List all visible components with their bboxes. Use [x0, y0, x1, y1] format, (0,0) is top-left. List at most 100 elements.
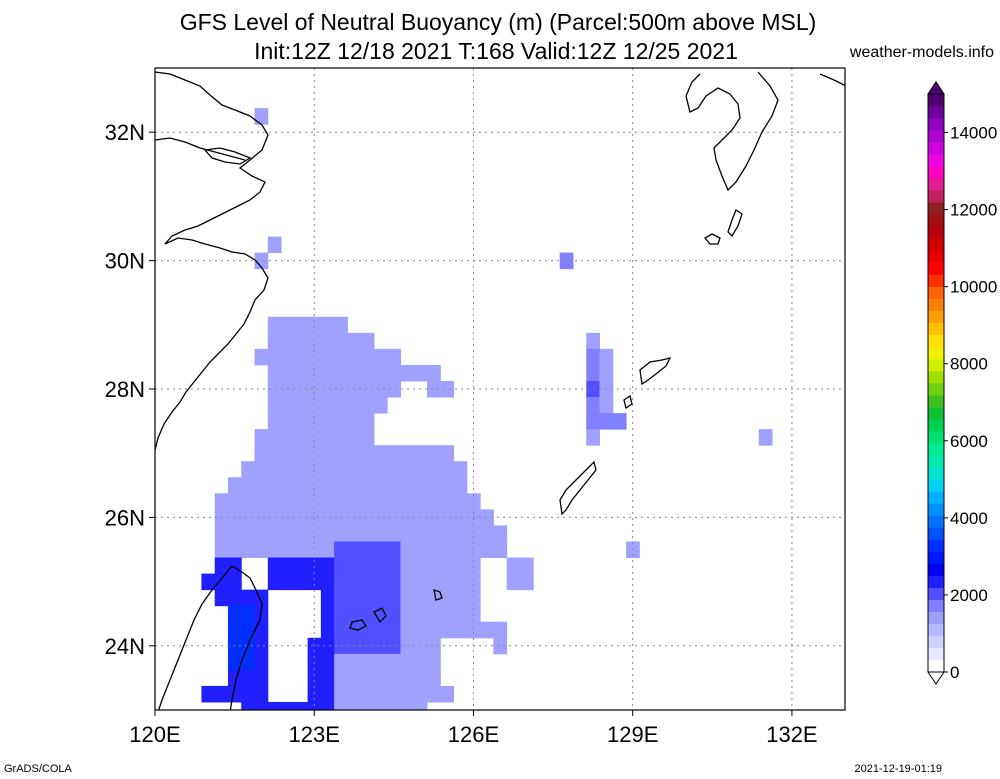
lnb-blob-cell	[427, 477, 441, 494]
lnb-blob-cell	[214, 541, 229, 559]
lnb-cell	[586, 429, 601, 446]
colorbar-label: 12000	[950, 201, 997, 220]
lnb-cell	[267, 236, 282, 254]
lnb-blob-cell	[267, 445, 282, 462]
lnb-blob-cell	[347, 573, 362, 591]
lnb-blob-cell	[201, 685, 216, 703]
lnb-blob-cell	[267, 557, 282, 575]
lnb-blob-cell	[281, 348, 295, 366]
lnb-blob-cell	[440, 573, 455, 591]
lnb-blob-cell	[400, 493, 415, 510]
lnb-blob-cell	[241, 669, 256, 687]
lnb-blob-cell	[519, 573, 534, 591]
lnb-blob-cell	[294, 332, 309, 350]
lnb-blob-cell	[400, 701, 415, 710]
lnb-blob-cell	[334, 461, 348, 478]
lnb-blob-cell	[320, 637, 335, 655]
lnb-blob-cell	[373, 477, 388, 494]
colorbar-swatch	[928, 455, 944, 468]
lnb-blob-cell	[307, 669, 322, 687]
colorbar-swatch	[928, 647, 944, 661]
lnb-cell	[599, 348, 614, 366]
lnb-blob-cell	[373, 380, 388, 398]
lnb-blob-cell	[453, 509, 468, 526]
lnb-blob-cell	[427, 445, 441, 462]
lnb-blob-cell	[480, 525, 494, 542]
lnb-blob-cell	[320, 413, 335, 430]
colorbar-label: 10000	[950, 278, 997, 297]
lnb-blob-cell	[320, 621, 335, 639]
lnb-blob-cell	[241, 605, 256, 623]
lnb-blob-cell	[307, 477, 322, 494]
lnb-blob-cell	[453, 541, 468, 559]
lnb-blob-cell	[373, 348, 388, 366]
lnb-blob-cell	[307, 509, 322, 526]
lnb-blob-cell	[427, 380, 441, 398]
lnb-blob-cell	[294, 364, 309, 382]
lnb-blob-cell	[254, 541, 269, 559]
colorbar-swatch	[928, 551, 944, 564]
lnb-blob-cell	[214, 573, 229, 591]
lnb-blob-cell	[347, 397, 362, 414]
lnb-blob-cell	[413, 605, 428, 623]
lnb-blob-cell	[320, 701, 335, 710]
lnb-blob-cell	[214, 685, 229, 703]
lnb-blob-cell	[347, 364, 362, 382]
lnb-blob-cell	[294, 493, 309, 510]
lnb-blob-cell	[267, 332, 282, 350]
colorbar-swatch	[928, 262, 944, 275]
lnb-blob-cell	[241, 477, 256, 494]
lnb-blob-cell	[453, 589, 468, 607]
lnb-blob-cell	[400, 557, 415, 575]
lnb-blob-cell	[294, 573, 309, 591]
lnb-blob-cell	[373, 685, 388, 703]
lnb-blob-cell	[241, 509, 256, 526]
lnb-blob-cell	[400, 461, 415, 478]
lnb-blob-cell	[360, 380, 375, 398]
colorbar-swatch	[928, 286, 944, 300]
lnb-blob-cell	[281, 332, 295, 350]
lnb-blob-cell	[320, 348, 335, 366]
lnb-blob-cell	[440, 445, 455, 462]
colorbar-swatch	[928, 503, 944, 516]
lnb-blob-cell	[373, 637, 388, 655]
colorbar-swatch	[928, 226, 944, 239]
colorbar-swatch	[928, 310, 944, 324]
lnb-blob-cell	[413, 701, 428, 710]
lnb-cell	[586, 397, 601, 414]
lnb-blob-cell	[241, 525, 256, 542]
lnb-blob-cell	[320, 525, 335, 542]
lnb-blob-cell	[347, 589, 362, 607]
colorbar-swatch	[928, 599, 944, 613]
colorbar-swatch	[928, 659, 944, 673]
lnb-blob-cell	[427, 685, 441, 703]
lnb-blob-cell	[400, 605, 415, 623]
colorbar-swatch	[928, 563, 944, 576]
lnb-blob-cell	[466, 557, 481, 575]
colorbar-swatch	[928, 322, 944, 336]
lnb-blob-cell	[387, 380, 401, 398]
lnb-blob-cell	[254, 429, 269, 446]
lnb-blob-cell	[320, 685, 335, 703]
lnb-blob-cell	[294, 525, 309, 542]
lnb-blob-cell	[387, 461, 401, 478]
lnb-blob-cell	[427, 589, 441, 607]
lnb-blob-cell	[427, 493, 441, 510]
lnb-blob-cell	[241, 685, 256, 703]
lnb-blob-cell	[320, 669, 335, 687]
lnb-blob-cell	[480, 541, 494, 559]
axis-ticks: 120E 123E 126E 129E 132E 24N 26N 28N 30N 32N	[105, 120, 818, 747]
lnb-blob-cell	[413, 685, 428, 703]
colorbar-swatch	[928, 383, 944, 396]
lnb-blob-cell	[413, 493, 428, 510]
lon-tick-label: 132E	[766, 722, 817, 747]
lnb-blob-cell	[440, 605, 455, 623]
lnb-blob-cell	[281, 413, 295, 430]
lnb-blob-cell	[360, 541, 375, 559]
lnb-blob-cell	[387, 669, 401, 687]
colorbar-swatch	[928, 431, 944, 444]
colorbar-swatch	[928, 358, 944, 372]
lnb-blob-cell	[281, 477, 295, 494]
lnb-blob-cell	[214, 557, 229, 575]
lon-tick-label: 123E	[289, 722, 340, 747]
